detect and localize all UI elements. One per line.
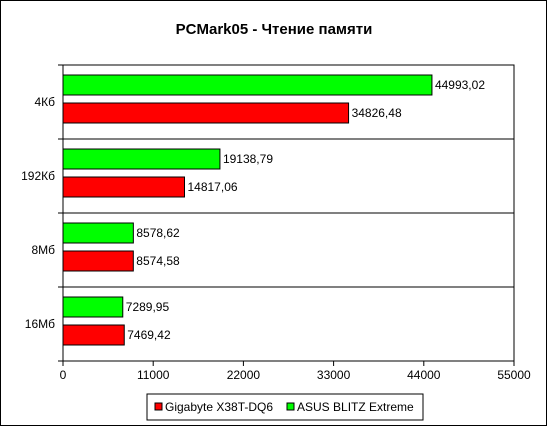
bar [62,148,221,170]
data-label: 8574,58 [136,254,180,268]
category-label: 16Мб [25,317,55,331]
x-tick-label: 33000 [317,368,351,382]
bar [62,324,125,346]
bar [62,102,350,124]
data-label: 7289,95 [126,300,170,314]
data-label: 8578,62 [136,226,180,240]
legend-swatch [154,402,163,411]
legend-swatch [286,402,295,411]
bar [62,250,134,272]
x-tick-label: 11000 [137,368,170,382]
x-tick-label: 44000 [407,368,441,382]
bar [62,296,124,318]
bar [62,222,134,244]
bar [62,74,433,96]
legend-label: ASUS BLITZ Extreme [297,400,414,414]
category-label: 4Кб [34,95,55,109]
data-label: 44993,02 [435,78,485,92]
x-tick-label: 0 [60,368,67,382]
legend-box [146,393,424,421]
bar [62,176,185,198]
data-label: 34826,48 [352,106,402,120]
chart-title: PCMark05 - Чтение памяти [176,21,373,38]
legend-label: Gigabyte X38T-DQ6 [165,400,273,414]
x-tick-label: 22000 [227,368,261,382]
data-label: 19138,79 [223,152,273,166]
x-tick-label: 55000 [497,368,531,382]
category-label: 192Кб [21,169,55,183]
data-label: 14817,06 [187,180,237,194]
category-label: 8Мб [31,243,55,257]
data-label: 7469,42 [127,328,171,342]
